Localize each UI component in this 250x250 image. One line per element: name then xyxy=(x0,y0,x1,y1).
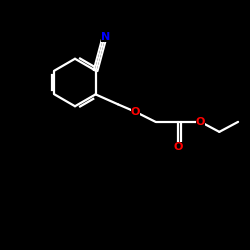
Text: O: O xyxy=(196,117,205,127)
Text: N: N xyxy=(100,32,110,42)
Text: O: O xyxy=(174,142,183,152)
Text: O: O xyxy=(131,107,140,117)
